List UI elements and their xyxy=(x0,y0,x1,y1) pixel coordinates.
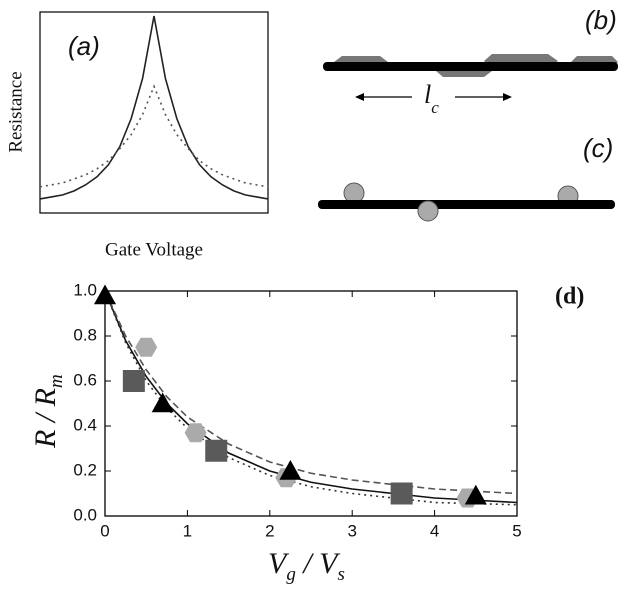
subscript: s xyxy=(338,564,345,585)
label-part: / V xyxy=(296,547,341,580)
curve xyxy=(104,290,518,504)
arrowhead xyxy=(355,93,364,101)
x-tick-label: 3 xyxy=(347,521,356,540)
square-marker xyxy=(390,482,413,505)
x-tick-label: 5 xyxy=(512,521,521,540)
panel-label: (c) xyxy=(583,133,613,163)
hexagon-marker xyxy=(135,337,158,357)
x-tick-label: 0 xyxy=(100,521,109,540)
diagram-c: (c) xyxy=(318,133,615,222)
subscript: m xyxy=(46,374,67,388)
y-tick-label: 0.8 xyxy=(73,325,97,344)
length-sub: c xyxy=(431,98,439,117)
x-tick-label: 1 xyxy=(183,521,192,540)
panel-label: (a) xyxy=(68,31,100,61)
y-tick-label: 1.0 xyxy=(73,280,97,299)
triangle-marker xyxy=(151,392,174,413)
x-tick-label: 4 xyxy=(430,521,439,540)
plot-frame xyxy=(39,11,269,214)
tube xyxy=(323,62,618,71)
triangle-marker xyxy=(279,460,302,480)
y-axis-label: R / Rm xyxy=(29,374,67,449)
particle xyxy=(417,200,439,222)
y-tick-label: 0.0 xyxy=(73,505,97,524)
x-axis-label: Gate Voltage xyxy=(105,239,203,260)
x-axis-label: Vg / Vs xyxy=(268,547,345,585)
chart-a: (a) Gate Voltage Resistance xyxy=(5,11,269,260)
square-marker xyxy=(205,439,228,462)
diagram-b: lc (b) xyxy=(323,5,618,117)
chart-d: 0 1 2 3 4 5 0.0 0.2 0.4 0.6 0.8 1.0 Vg / Vs R / Rm (d) xyxy=(29,280,584,585)
x-tick-label: 2 xyxy=(265,521,274,540)
length-label: lc xyxy=(424,80,439,117)
label-part: R / R xyxy=(29,388,62,449)
length: l xyxy=(424,80,431,109)
square-marker xyxy=(122,370,145,392)
tube xyxy=(318,200,615,209)
curve xyxy=(39,15,269,200)
y-tick-label: 0.6 xyxy=(73,370,97,389)
panel-label: (b) xyxy=(585,5,617,35)
y-tick-label: 0.2 xyxy=(73,460,97,479)
y-tick-label: 0.4 xyxy=(73,415,97,434)
panel-label: (d) xyxy=(555,284,584,310)
triangle-marker xyxy=(464,484,487,505)
curve xyxy=(104,290,518,495)
triangle-marker xyxy=(94,284,116,305)
curve xyxy=(39,84,269,188)
plot-frame xyxy=(104,290,518,517)
y-axis-label: Resistance xyxy=(5,71,26,152)
arrowhead xyxy=(503,93,512,101)
hexagon-marker xyxy=(184,423,207,443)
label-part: V xyxy=(268,547,290,580)
subscript: g xyxy=(286,564,296,585)
